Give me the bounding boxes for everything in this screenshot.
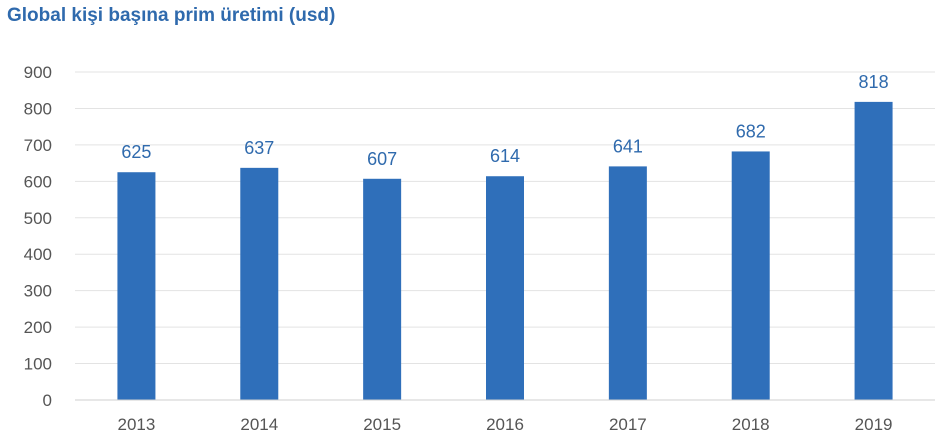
bar-2013 bbox=[117, 172, 156, 400]
y-tick-label: 200 bbox=[24, 318, 52, 337]
y-tick-label: 900 bbox=[24, 63, 52, 82]
data-label-2015: 607 bbox=[367, 149, 397, 169]
y-tick-label: 800 bbox=[24, 99, 52, 118]
y-tick-label: 500 bbox=[24, 209, 52, 228]
x-tick-label-2017: 2017 bbox=[609, 415, 647, 434]
y-tick-label: 600 bbox=[24, 172, 52, 191]
bar-2015 bbox=[363, 178, 402, 400]
chart-title: Global kişi başına prim üretimi (usd) bbox=[7, 5, 336, 26]
x-tick-label-2013: 2013 bbox=[118, 415, 156, 434]
y-tick-label: 0 bbox=[43, 391, 52, 410]
data-label-2018: 682 bbox=[736, 121, 766, 141]
y-tick-label: 100 bbox=[24, 355, 52, 374]
data-label-2014: 637 bbox=[244, 138, 274, 158]
data-label-2019: 818 bbox=[859, 72, 889, 92]
bar-2016 bbox=[486, 176, 524, 400]
y-tick-label: 700 bbox=[24, 136, 52, 155]
data-label-2016: 614 bbox=[490, 146, 520, 166]
data-label-2013: 625 bbox=[121, 142, 151, 162]
x-tick-label-2016: 2016 bbox=[486, 415, 524, 434]
x-tick-label-2018: 2018 bbox=[732, 415, 770, 434]
y-tick-label: 400 bbox=[24, 245, 52, 264]
bar-2014 bbox=[240, 167, 279, 400]
bar-2018 bbox=[731, 151, 770, 400]
y-axis-ticks: 0 100 200 300 400 500 600 700 800 900 bbox=[24, 63, 52, 410]
bars bbox=[117, 101, 893, 400]
data-label-2017: 641 bbox=[613, 136, 643, 156]
y-tick-label: 300 bbox=[24, 282, 52, 301]
x-tick-label-2014: 2014 bbox=[240, 415, 278, 434]
x-tick-label-2015: 2015 bbox=[363, 415, 401, 434]
data-labels: 625 637 607 614 641 682 818 bbox=[121, 72, 888, 169]
bar-2017 bbox=[608, 166, 647, 400]
x-tick-label-2019: 2019 bbox=[855, 415, 893, 434]
bar-2019 bbox=[854, 101, 893, 400]
x-axis-ticks: 2013 2014 2015 2016 2017 2018 2019 bbox=[118, 415, 893, 434]
